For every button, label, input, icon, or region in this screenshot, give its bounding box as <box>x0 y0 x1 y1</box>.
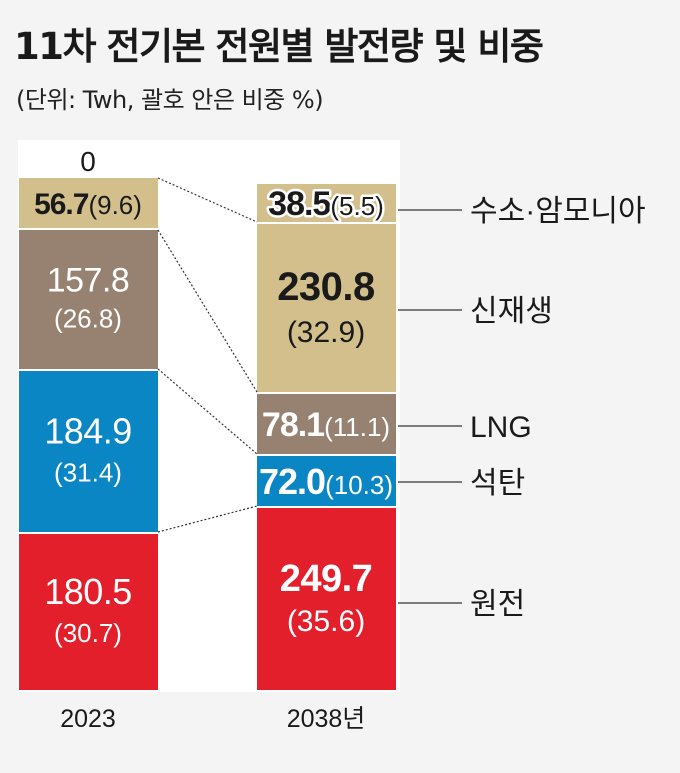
data-label: 180.5 <box>44 571 132 612</box>
legend-label: 신재생 <box>470 295 553 328</box>
x-tick-label: 2038년 <box>287 705 366 733</box>
data-label: 230.8 <box>277 265 375 309</box>
data-label: 157.8 <box>47 262 130 300</box>
chart-title: 11차 전기본 전원별 발전량 및 비중 <box>14 25 544 68</box>
bar-segment-2023-3 <box>19 178 158 228</box>
data-label: 72.0(10.3) <box>259 461 393 502</box>
bar-segment-2038-4 <box>257 184 396 222</box>
data-label-share: (30.7) <box>54 618 122 648</box>
bar-segment-2038-0 <box>257 508 396 690</box>
data-label-share: (32.9) <box>287 316 365 349</box>
bar-segment-2038-3 <box>257 224 396 392</box>
chart-subtitle: (단위: Twh, 괄호 안은 비중 %) <box>16 86 324 114</box>
bar-segment-2023-2 <box>19 230 158 369</box>
connector-line <box>157 368 258 455</box>
connector-line <box>157 505 258 533</box>
bar-segment-2038-1 <box>257 456 396 506</box>
data-label: 0 <box>80 146 96 177</box>
legend-label: 수소·암모니아 <box>470 195 646 228</box>
data-label-share: (31.4) <box>54 458 122 488</box>
legend-label: 석탄 <box>470 467 525 500</box>
data-label: 56.7(9.6) <box>34 188 142 221</box>
data-label-share: (26.8) <box>54 304 122 334</box>
data-label: 249.7 <box>280 558 373 600</box>
data-label: 184.9 <box>44 411 132 452</box>
legend-label: LNG <box>470 411 532 444</box>
data-label: 38.5(5.5) <box>268 185 384 223</box>
x-tick-label: 2023 <box>60 705 116 733</box>
data-label-share: (35.6) <box>287 605 365 638</box>
legend-label: 원전 <box>470 588 525 621</box>
bar-segment-2023-1 <box>19 371 158 532</box>
data-label: 78.1(11.1) <box>262 406 390 444</box>
bar-segment-2023-0 <box>19 534 158 690</box>
bar-segment-2038-2 <box>257 394 396 454</box>
